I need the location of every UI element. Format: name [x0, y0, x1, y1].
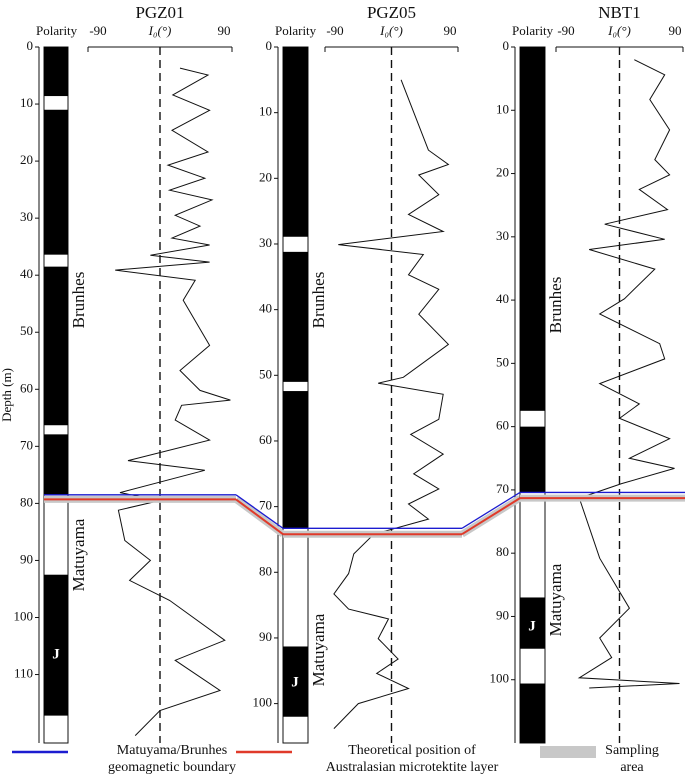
x-tick-label: -90 [326, 23, 343, 38]
y-tick-label: 60 [496, 418, 509, 433]
y-tick-label: 30 [496, 228, 509, 243]
y-tick-label: 10 [20, 95, 33, 110]
y-tick-label: 60 [259, 432, 272, 447]
y-tick-label: 0 [266, 38, 273, 53]
panel-title: PGZ01 [135, 3, 184, 22]
chron-label: Brunhes [309, 272, 328, 329]
panel-title: PGZ05 [367, 3, 416, 22]
y-tick-label: 40 [259, 301, 272, 316]
y-tick-label: 90 [259, 629, 272, 644]
y-tick-label: 80 [20, 494, 33, 509]
chron-label: Matuyama [546, 563, 565, 636]
chron-label: Brunhes [69, 272, 88, 329]
y-tick-label: 70 [20, 437, 33, 452]
y-tick-label: 40 [20, 266, 33, 281]
normal-polarity-zone [520, 47, 545, 411]
chron-label: Matuyama [69, 518, 88, 591]
polarity-label: Polarity [36, 23, 78, 38]
normal-polarity-zone [44, 109, 68, 255]
legend-label: Matuyama/Brunhes [117, 743, 227, 758]
y-tick-label: 110 [14, 666, 33, 681]
y-tick-label: 90 [496, 607, 509, 622]
panel-title: NBT1 [598, 3, 641, 22]
x-tick-label: -90 [557, 23, 574, 38]
y-tick-label: 70 [259, 498, 272, 513]
normal-polarity-zone [283, 47, 308, 237]
x-tick-label: 90 [218, 23, 231, 38]
inclination-curve [577, 59, 680, 689]
magnetic-boundary-connector [461, 491, 521, 529]
normal-polarity-zone [520, 683, 545, 743]
legend-swatch [540, 746, 596, 758]
x-axis-label: I₀(°) [379, 23, 403, 38]
normal-polarity-zone [44, 266, 68, 426]
y-tick-label: 80 [259, 563, 272, 578]
y-tick-label: 50 [20, 323, 33, 338]
inclination-curve [333, 79, 450, 729]
x-tick-label: 90 [444, 23, 457, 38]
legend-label: geomagnetic boundary [108, 760, 236, 775]
y-tick-label: 20 [496, 165, 509, 180]
y-tick-label: 10 [496, 101, 509, 116]
legend-label: Sampling [605, 743, 659, 758]
y-tick-label: 50 [496, 354, 509, 369]
normal-polarity-zone [44, 434, 68, 495]
subchron-label: J [528, 618, 536, 634]
inclination-curve [115, 67, 231, 736]
y-tick-label: 0 [27, 38, 34, 53]
normal-polarity-zone [283, 251, 308, 382]
y-tick-label: 70 [496, 481, 509, 496]
y-tick-label: 20 [20, 152, 33, 167]
y-axis-label: Depth (m) [0, 368, 14, 422]
y-tick-label: 10 [259, 104, 272, 119]
normal-polarity-zone [520, 597, 545, 649]
y-tick-label: 50 [259, 366, 272, 381]
x-axis-label: I₀(°) [148, 23, 172, 38]
x-tick-label: -90 [89, 23, 106, 38]
chron-label: Brunhes [546, 277, 565, 334]
normal-polarity-zone [44, 47, 68, 97]
y-tick-label: 30 [259, 235, 272, 250]
y-tick-label: 80 [496, 544, 509, 559]
x-tick-label: 90 [669, 23, 682, 38]
subchron-label: J [52, 646, 60, 662]
polarity-label: Polarity [512, 23, 554, 38]
chron-label: Matuyama [309, 613, 328, 686]
y-tick-label: 40 [496, 291, 509, 306]
y-tick-label: 90 [20, 551, 33, 566]
legend-label: area [620, 760, 644, 775]
y-tick-label: 20 [259, 169, 272, 184]
y-tick-label: 100 [14, 608, 34, 623]
normal-polarity-zone [44, 574, 68, 716]
microtektite-layer-connector [461, 497, 521, 536]
normal-polarity-zone [283, 391, 308, 529]
normal-polarity-zone [520, 426, 545, 493]
polarity-label: Polarity [275, 23, 317, 38]
y-tick-label: 0 [503, 38, 510, 53]
y-tick-label: 30 [20, 209, 33, 224]
magnetic-boundary-connector [235, 494, 284, 529]
subchron-label: J [291, 674, 299, 690]
x-axis-label: I₀(°) [607, 23, 631, 38]
normal-polarity-zone [283, 646, 308, 717]
legend-label: Australasian microtektite layer [326, 760, 499, 775]
microtektite-layer-connector [235, 498, 284, 536]
y-tick-label: 60 [20, 380, 33, 395]
y-tick-label: 100 [253, 695, 273, 710]
legend-label: Theoretical position of [348, 743, 476, 758]
y-tick-label: 100 [490, 671, 510, 686]
